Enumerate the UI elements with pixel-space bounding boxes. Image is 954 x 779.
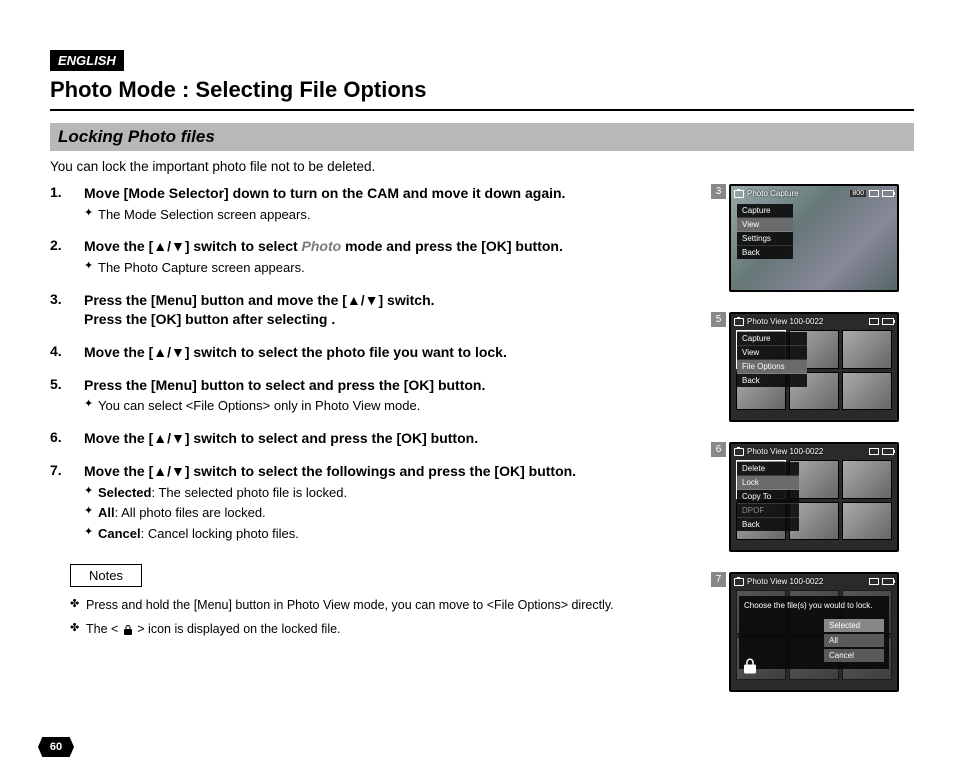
screen-file-options: Photo View 100-0022 DeleteLockCopy ToDPO… — [729, 442, 899, 552]
page-number-badge: 60 — [38, 737, 74, 757]
menu-item: Delete — [737, 462, 799, 476]
step-item: Move the [▲/▼] switch to select the phot… — [50, 343, 709, 362]
screen-step-number: 5 — [711, 312, 726, 327]
step-note: The Photo Capture screen appears. — [84, 259, 709, 277]
screen-3-wrap: 3 Photo Capture 800 CaptureViewSettingsB… — [729, 184, 914, 292]
menu-item: View — [737, 218, 793, 232]
step-note: All: All photo files are locked. — [84, 504, 709, 522]
screen-5-wrap: 5 Photo View 100-0022 CaptureViewFile Op… — [729, 312, 914, 422]
step-item: Press the [Menu] button to select and pr… — [50, 376, 709, 415]
menu-item: Back — [737, 518, 799, 531]
screen-6-wrap: 6 Photo View 100-0022 DeleteLockCopy ToD… — [729, 442, 914, 552]
language-badge: ENGLISH — [50, 50, 124, 71]
screen-title: Photo View 100-0022 — [747, 577, 866, 586]
lock-dialog: Choose the file(s) you would to lock. Se… — [739, 596, 889, 669]
camera-icon — [734, 318, 744, 326]
step-item: Move the [▲/▼] switch to select Photo mo… — [50, 237, 709, 276]
screen-step-number: 6 — [711, 442, 726, 457]
step-note: Selected: The selected photo file is loc… — [84, 484, 709, 502]
camera-icon — [734, 578, 744, 586]
screen-title: Photo Capture — [747, 189, 847, 198]
screen-step-number: 3 — [711, 184, 726, 199]
menu-item: File Options — [737, 360, 807, 374]
screen-photo-capture: Photo Capture 800 CaptureViewSettingsBac… — [729, 184, 899, 292]
scroll-down-icon — [808, 421, 820, 422]
camera-icon — [734, 190, 744, 198]
menu-file-options: DeleteLockCopy ToDPOFBack — [737, 462, 799, 531]
menu-item: Back — [737, 246, 793, 259]
notes-list: Press and hold the [Menu] button in Phot… — [70, 597, 709, 638]
step-instruction: Move the [▲/▼] switch to select the foll… — [84, 462, 709, 481]
menu-item: Lock — [737, 476, 799, 490]
menu-capture: CaptureViewSettingsBack — [737, 204, 793, 259]
screen-step-number: 7 — [711, 572, 726, 587]
notes-label: Notes — [70, 564, 142, 587]
dialog-text: Choose the file(s) you would to lock. — [744, 601, 884, 611]
screen-title: Photo View 100-0022 — [747, 447, 866, 456]
card-icon — [869, 190, 879, 197]
card-icon — [869, 318, 879, 325]
step-item: Move the [▲/▼] switch to select and pres… — [50, 429, 709, 448]
battery-icon — [882, 448, 894, 455]
note-item: The < > icon is displayed on the locked … — [70, 621, 709, 639]
menu-item: DPOF — [737, 504, 799, 518]
battery-icon — [882, 318, 894, 325]
battery-icon — [882, 190, 894, 197]
step-note: The Mode Selection screen appears. — [84, 206, 709, 224]
step-instruction: Move [Mode Selector] down to turn on the… — [84, 184, 709, 203]
page-title: Photo Mode : Selecting File Options — [50, 73, 914, 111]
scroll-down-icon — [808, 551, 820, 552]
step-item: Move [Mode Selector] down to turn on the… — [50, 184, 709, 223]
section-heading: Locking Photo files — [50, 123, 914, 151]
resolution-badge: 800 — [850, 190, 866, 197]
lock-icon — [741, 657, 759, 680]
screen-lock-dialog: Photo View 100-0022 Choose the file(s) y… — [729, 572, 899, 692]
menu-item: Capture — [737, 332, 807, 346]
card-icon — [869, 448, 879, 455]
step-instruction: Move the [▲/▼] switch to select Photo mo… — [84, 237, 709, 256]
menu-view: CaptureViewFile OptionsBack — [737, 332, 807, 387]
step-instruction: Press the [Menu] button to select and pr… — [84, 376, 709, 395]
menu-item: View — [737, 346, 807, 360]
screen-photo-view-menu: Photo View 100-0022 CaptureViewFile Opti… — [729, 312, 899, 422]
intro-text: You can lock the important photo file no… — [50, 159, 914, 174]
screenshots-column: 3 Photo Capture 800 CaptureViewSettingsB… — [729, 184, 914, 712]
dialog-option: Cancel — [824, 649, 884, 662]
step-instruction: Press the [Menu] button and move the [▲/… — [84, 291, 709, 329]
camera-icon — [734, 448, 744, 456]
menu-item: Capture — [737, 204, 793, 218]
card-icon — [869, 578, 879, 585]
steps-list: Move [Mode Selector] down to turn on the… — [50, 184, 709, 542]
dialog-option: Selected — [824, 619, 884, 632]
battery-icon — [882, 578, 894, 585]
step-note: You can select <File Options> only in Ph… — [84, 397, 709, 415]
step-instruction: Move the [▲/▼] switch to select and pres… — [84, 429, 709, 448]
instructions-column: Move [Mode Selector] down to turn on the… — [50, 184, 709, 712]
dialog-options: Selected All Cancel — [824, 619, 884, 664]
menu-item: Back — [737, 374, 807, 387]
step-item: Move the [▲/▼] switch to select the foll… — [50, 462, 709, 543]
note-item: Press and hold the [Menu] button in Phot… — [70, 597, 709, 615]
step-item: Press the [Menu] button and move the [▲/… — [50, 291, 709, 329]
menu-item: Settings — [737, 232, 793, 246]
step-note: Cancel: Cancel locking photo files. — [84, 525, 709, 543]
screen-7-wrap: 7 Photo View 100-0022 Choose the file(s)… — [729, 572, 914, 692]
menu-item: Copy To — [737, 490, 799, 504]
dialog-option: All — [824, 634, 884, 647]
screen-title: Photo View 100-0022 — [747, 317, 866, 326]
step-instruction: Move the [▲/▼] switch to select the phot… — [84, 343, 709, 362]
